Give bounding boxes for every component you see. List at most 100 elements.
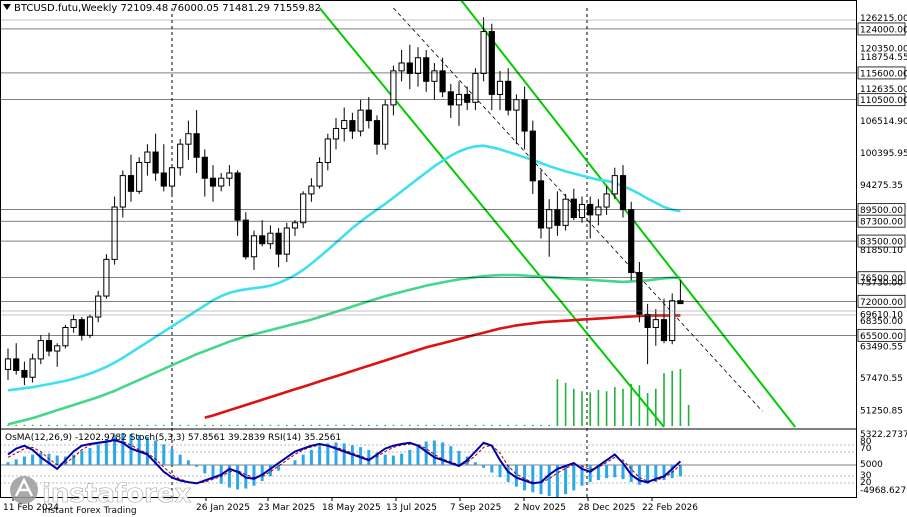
price-tick-label: 87300.00: [860, 218, 903, 228]
candle-bear: [78, 319, 85, 336]
candle-bear: [570, 198, 577, 218]
chart-chrome: BTCUSD.futu,Weekly 72109.48 76000.05 714…: [0, 0, 857, 516]
candle-bear: [406, 62, 413, 74]
candle-bear: [201, 156, 208, 179]
price-tick-label: 69610.10: [860, 310, 903, 320]
osc-scale-label: 80: [860, 437, 872, 447]
candle-bull: [250, 235, 258, 258]
candle-bull: [652, 319, 659, 328]
price-label-box: [857, 214, 906, 228]
candle-bear: [464, 93, 471, 103]
candle-bull: [603, 193, 610, 208]
stoch-main-line: [7, 438, 682, 485]
price-tick-label: 63490.55: [860, 342, 903, 352]
price-label-box: [857, 271, 906, 285]
price-label-box: [857, 66, 906, 80]
price-tick-label: 118754.55: [860, 53, 907, 63]
osc-scale-label: 70: [860, 444, 872, 454]
price-label-box: [857, 294, 906, 308]
candle-bear: [447, 91, 454, 106]
candle-bear: [234, 172, 241, 221]
ma-slow-line: [204, 314, 681, 419]
candle-bull: [513, 99, 520, 111]
oscillator-pane: OsMA(12,26,9) -1202.9782 Stoch(5,3,3) 57…: [0, 430, 907, 497]
candle-bear: [644, 313, 651, 328]
price-tick-label: 115600.00: [860, 69, 907, 79]
channel-line: [318, 7, 665, 428]
price-tick-label: 65500.00: [860, 332, 903, 342]
price-tick-label: 51250.85: [860, 406, 903, 416]
time-axis: 11 Feb 2024 26 Jan 2025 23 Mar 2025 18 May …: [3, 497, 698, 513]
time-tick-label: 7 Sep 2025: [450, 503, 501, 513]
time-tick-label: 18 May 2025: [322, 503, 381, 513]
candle-bear: [160, 172, 167, 187]
price-label-box: [857, 93, 906, 107]
candle-bear: [193, 133, 200, 158]
candle-bull: [546, 209, 553, 229]
candle-bear: [13, 358, 20, 371]
candle-bull: [86, 316, 94, 336]
candle-bull: [267, 232, 274, 245]
candle-bear: [365, 109, 372, 122]
time-tick-label: 11 Feb 2024: [3, 503, 59, 513]
candle-bull: [119, 175, 126, 208]
chart-frame: [0, 0, 857, 498]
candle-bull: [62, 326, 69, 347]
candle-bear: [242, 219, 249, 258]
price-tick-label: 68350.00: [860, 317, 903, 327]
price-label-box: [857, 22, 906, 36]
candle-bear: [259, 235, 266, 245]
price-tick-label: 124000.00: [860, 25, 907, 35]
candle-bull: [472, 72, 479, 103]
candle-bull: [29, 358, 36, 378]
candle-bear: [505, 80, 512, 111]
candle-bear: [373, 120, 381, 145]
price-label-box: [857, 234, 906, 248]
osc-scale-label: 30: [860, 471, 872, 481]
osc-scale-label: -4968.6279: [860, 486, 907, 496]
candle-bull: [496, 80, 504, 95]
time-tick-label: 26 Jan 2025: [196, 503, 250, 513]
price-tick-label: 83500.00: [860, 238, 903, 248]
osc-scale-label: 20: [860, 478, 872, 488]
osc-header-text: OsMA(12,26,9) -1202.9782 Stoch(5,3,3) 57…: [5, 433, 341, 443]
price-tick-label: 120350.00: [860, 45, 907, 55]
candle-bull: [669, 300, 676, 342]
price-tick-label: 76500.00: [860, 274, 903, 284]
candle-bear: [660, 319, 668, 342]
candle-bull: [382, 104, 389, 145]
candle-bear: [45, 340, 53, 352]
moving-average-lines: [7, 144, 681, 426]
candle-bear: [529, 130, 536, 182]
ma-fast-line: [7, 144, 681, 392]
candle-bear: [439, 70, 446, 93]
candlesticks: [4, 17, 684, 386]
candle-bull: [226, 172, 233, 179]
price-tick-label: 81850.10: [860, 246, 903, 256]
candle-bull: [431, 70, 438, 82]
price-tick-label: 75730.00: [860, 278, 903, 288]
candle-bull: [324, 138, 331, 164]
candle-bull: [562, 198, 569, 226]
price-tick-label: 100395.95: [860, 149, 907, 159]
watermark-tagline: Instant Forex Trading: [42, 506, 137, 516]
candle-bull: [4, 358, 12, 370]
time-tick-label: 13 Jul 2025: [386, 503, 437, 513]
price-tick-label: 94275.35: [860, 181, 903, 191]
candle-bull: [218, 177, 225, 187]
candle-bull: [95, 295, 102, 318]
candle-bear: [521, 99, 528, 132]
candle-bear: [152, 151, 159, 174]
candle-bear: [677, 300, 684, 305]
candle-bull: [144, 151, 151, 164]
osc-scale-label: 5322.2737: [860, 430, 907, 440]
channel-line: [459, 0, 796, 428]
price-tick-label: 72000.00: [860, 298, 903, 308]
logo-mark-icon: [14, 477, 34, 497]
candle-bull: [414, 57, 422, 74]
candle-bear: [209, 177, 217, 187]
candle-bear: [554, 209, 561, 226]
candle-bull: [37, 340, 44, 360]
